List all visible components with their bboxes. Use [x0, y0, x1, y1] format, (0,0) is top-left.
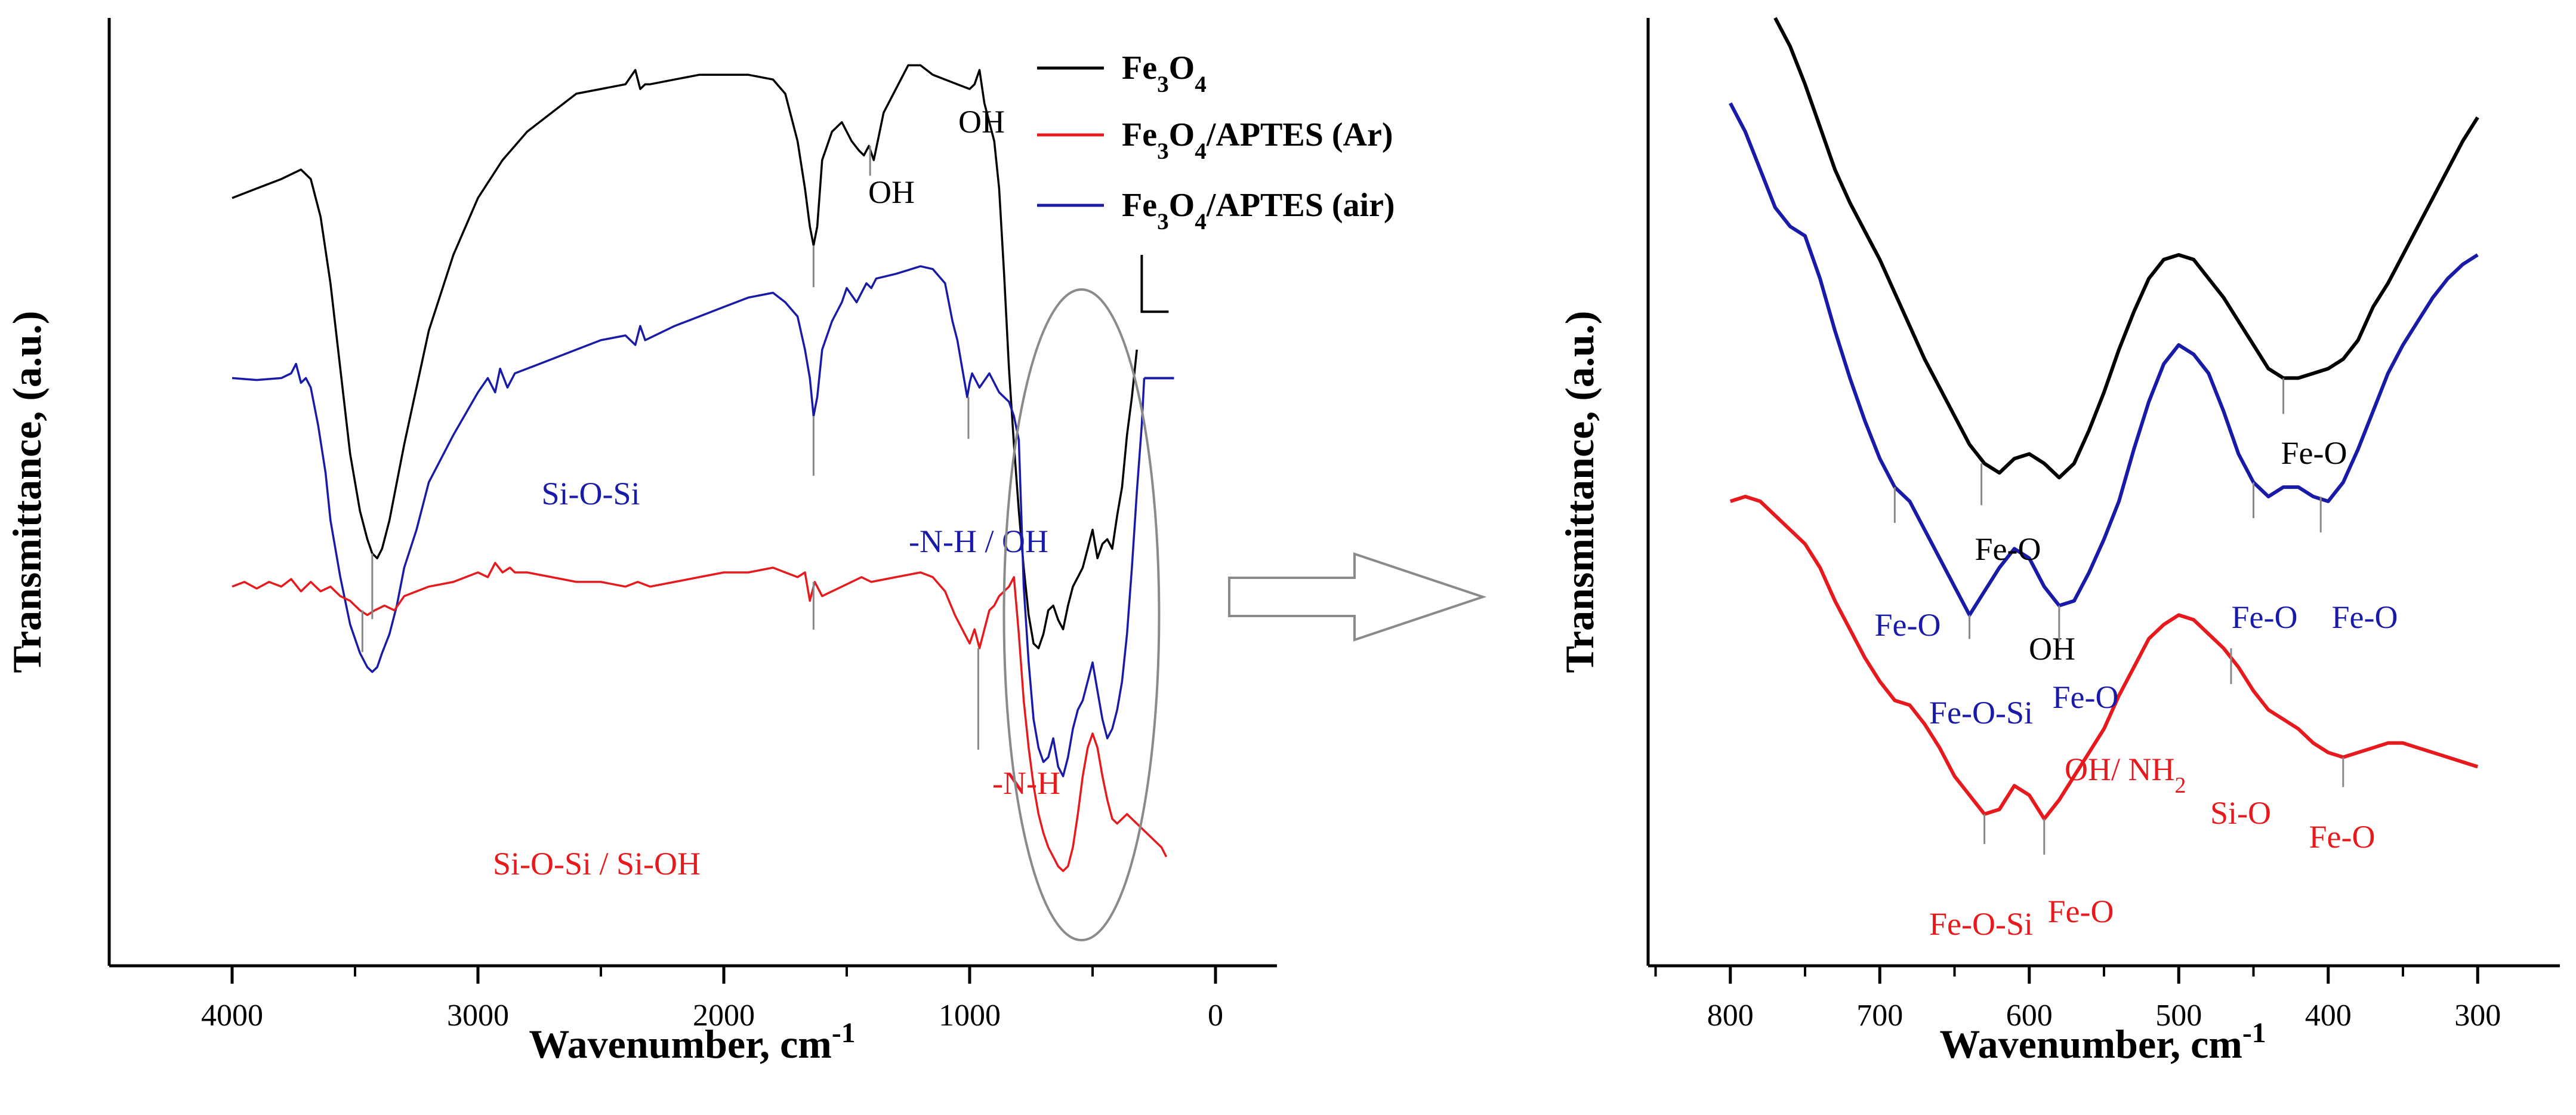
series-line-fe3o4	[232, 64, 1138, 649]
peak-annotation: Fe-O	[2232, 599, 2298, 635]
text-part: Si-O	[2210, 795, 2271, 831]
text-part: Si-O-Si	[541, 476, 640, 512]
peak-annotation: OH/ NH2	[2065, 751, 2186, 798]
x-tick-label: 0	[1208, 999, 1223, 1033]
text-part: 3	[1157, 72, 1169, 97]
text-part: 4	[1195, 72, 1207, 97]
x-tick-label: 400	[2305, 999, 2352, 1033]
peak-annotation: Fe-O-Si	[1929, 906, 2033, 942]
series-line-fe3o4	[1773, 17, 2479, 480]
y-axis-title: Transmittance, (a.u.)	[4, 311, 50, 673]
text-part: O	[1169, 116, 1195, 153]
text-part: Fe-O	[2332, 599, 2398, 635]
peak-annotation: Fe-O-Si	[1929, 695, 2033, 731]
x-tick-label: 300	[2454, 999, 2501, 1033]
x-tick-label: 700	[1856, 999, 1903, 1033]
x-tick-label: 800	[1707, 999, 1754, 1033]
series-line-fe3o4-aptes-ar	[1729, 494, 2479, 821]
text-part: Fe	[1122, 187, 1157, 224]
peak-annotation: Fe-O	[2309, 819, 2376, 855]
x-tick-label: 1000	[939, 999, 1001, 1033]
series-line-fe3o4-aptes-air	[1729, 102, 2479, 617]
text-part: 4	[1195, 209, 1207, 235]
text-part: Fe-O	[2048, 894, 2114, 929]
legend-label: Fe3O4/APTES (Ar)	[1122, 116, 1393, 164]
x-tick-label: 3000	[447, 999, 509, 1033]
text-part: O	[1169, 187, 1195, 224]
offset-marker	[1140, 255, 1169, 313]
text-part: Fe	[1122, 116, 1157, 153]
peak-annotation: OH	[868, 174, 915, 210]
x-axis-title: Wavenumber, cm-1	[529, 1018, 855, 1067]
x-axis-title-sup: -1	[2242, 1018, 2266, 1049]
text-part: OH	[868, 174, 915, 210]
x-axis-title-main: Wavenumber, cm	[1939, 1021, 2242, 1067]
text-part: /APTES (air)	[1206, 187, 1395, 224]
peak-annotation: -N-H / OH	[909, 523, 1048, 559]
zoom-arrow	[1228, 552, 1487, 642]
peak-annotation: Fe-O	[2053, 679, 2119, 715]
x-tick-label: 2000	[693, 999, 755, 1033]
text-part: Fe-O	[2309, 819, 2376, 855]
right-panel: 800 700 600 500 400 300 Wavenumber, cm-1 Transm…	[1557, 17, 2560, 1067]
text-part: Fe-O	[2281, 435, 2347, 471]
peak-annotation: Si-O-Si / Si-OH	[493, 846, 701, 882]
peak-annotation: Fe-O	[2048, 894, 2114, 929]
x-tick-label: 600	[2006, 999, 2053, 1033]
text-part: Fe-O-Si	[1929, 695, 2033, 731]
peak-annotation: Fe-O	[2332, 599, 2398, 635]
text-part: -N-H	[992, 765, 1060, 801]
peak-annotation: Si-O-Si	[541, 476, 640, 512]
text-part: 4	[1195, 138, 1207, 164]
text-part: 3	[1157, 138, 1169, 164]
text-part: O	[1169, 50, 1195, 87]
text-part: -N-H / OH	[909, 523, 1048, 559]
text-part: Fe-O	[2232, 599, 2298, 635]
x-tick-label: 500	[2155, 999, 2202, 1033]
legend-label: Fe3O4	[1122, 50, 1207, 97]
text-part: 3	[1157, 209, 1169, 235]
text-part: Fe	[1122, 50, 1157, 87]
peak-annotation: OH	[2029, 631, 2075, 667]
y-axis-title: Transmittance, (a.u.)	[1557, 311, 1602, 673]
peak-annotation: OH	[958, 104, 1005, 140]
left-panel: 4000 3000 2000 1000 0 Wavenumber, cm-1 Transmi…	[4, 18, 2186, 1067]
text-part: Fe-O-Si	[1929, 906, 2033, 942]
x-axis-title: Wavenumber, cm-1	[1939, 1018, 2266, 1067]
series-line-fe3o4-aptes-air	[232, 265, 1146, 778]
text-part: Fe-O	[2053, 679, 2119, 715]
text-part: Fe-O	[1975, 531, 2041, 567]
x-axis-title-sup: -1	[832, 1018, 856, 1049]
peak-annotation: -N-H	[992, 765, 1060, 801]
zoom-region-ellipse	[1002, 288, 1161, 941]
peak-annotation: Fe-O	[2281, 435, 2347, 471]
legend-label: Fe3O4/APTES (air)	[1122, 187, 1395, 235]
peak-annotation: Si-O	[2210, 795, 2271, 831]
text-part: Fe-O	[1875, 607, 1941, 643]
text-part: OH	[958, 104, 1005, 140]
x-axis-title-main: Wavenumber, cm	[529, 1021, 831, 1067]
x-tick-label: 4000	[201, 999, 263, 1033]
peak-annotation: Fe-O	[1975, 531, 2041, 567]
text-part: OH	[2029, 631, 2075, 667]
text-part: Si-O-Si / Si-OH	[493, 846, 701, 882]
text-part: OH/ NH	[2065, 751, 2175, 787]
text-part: 2	[2175, 773, 2186, 798]
series-line-fe3o4-aptes-ar	[232, 562, 1168, 872]
peak-annotation: Fe-O	[1875, 607, 1941, 643]
text-part: /APTES (Ar)	[1206, 116, 1393, 153]
